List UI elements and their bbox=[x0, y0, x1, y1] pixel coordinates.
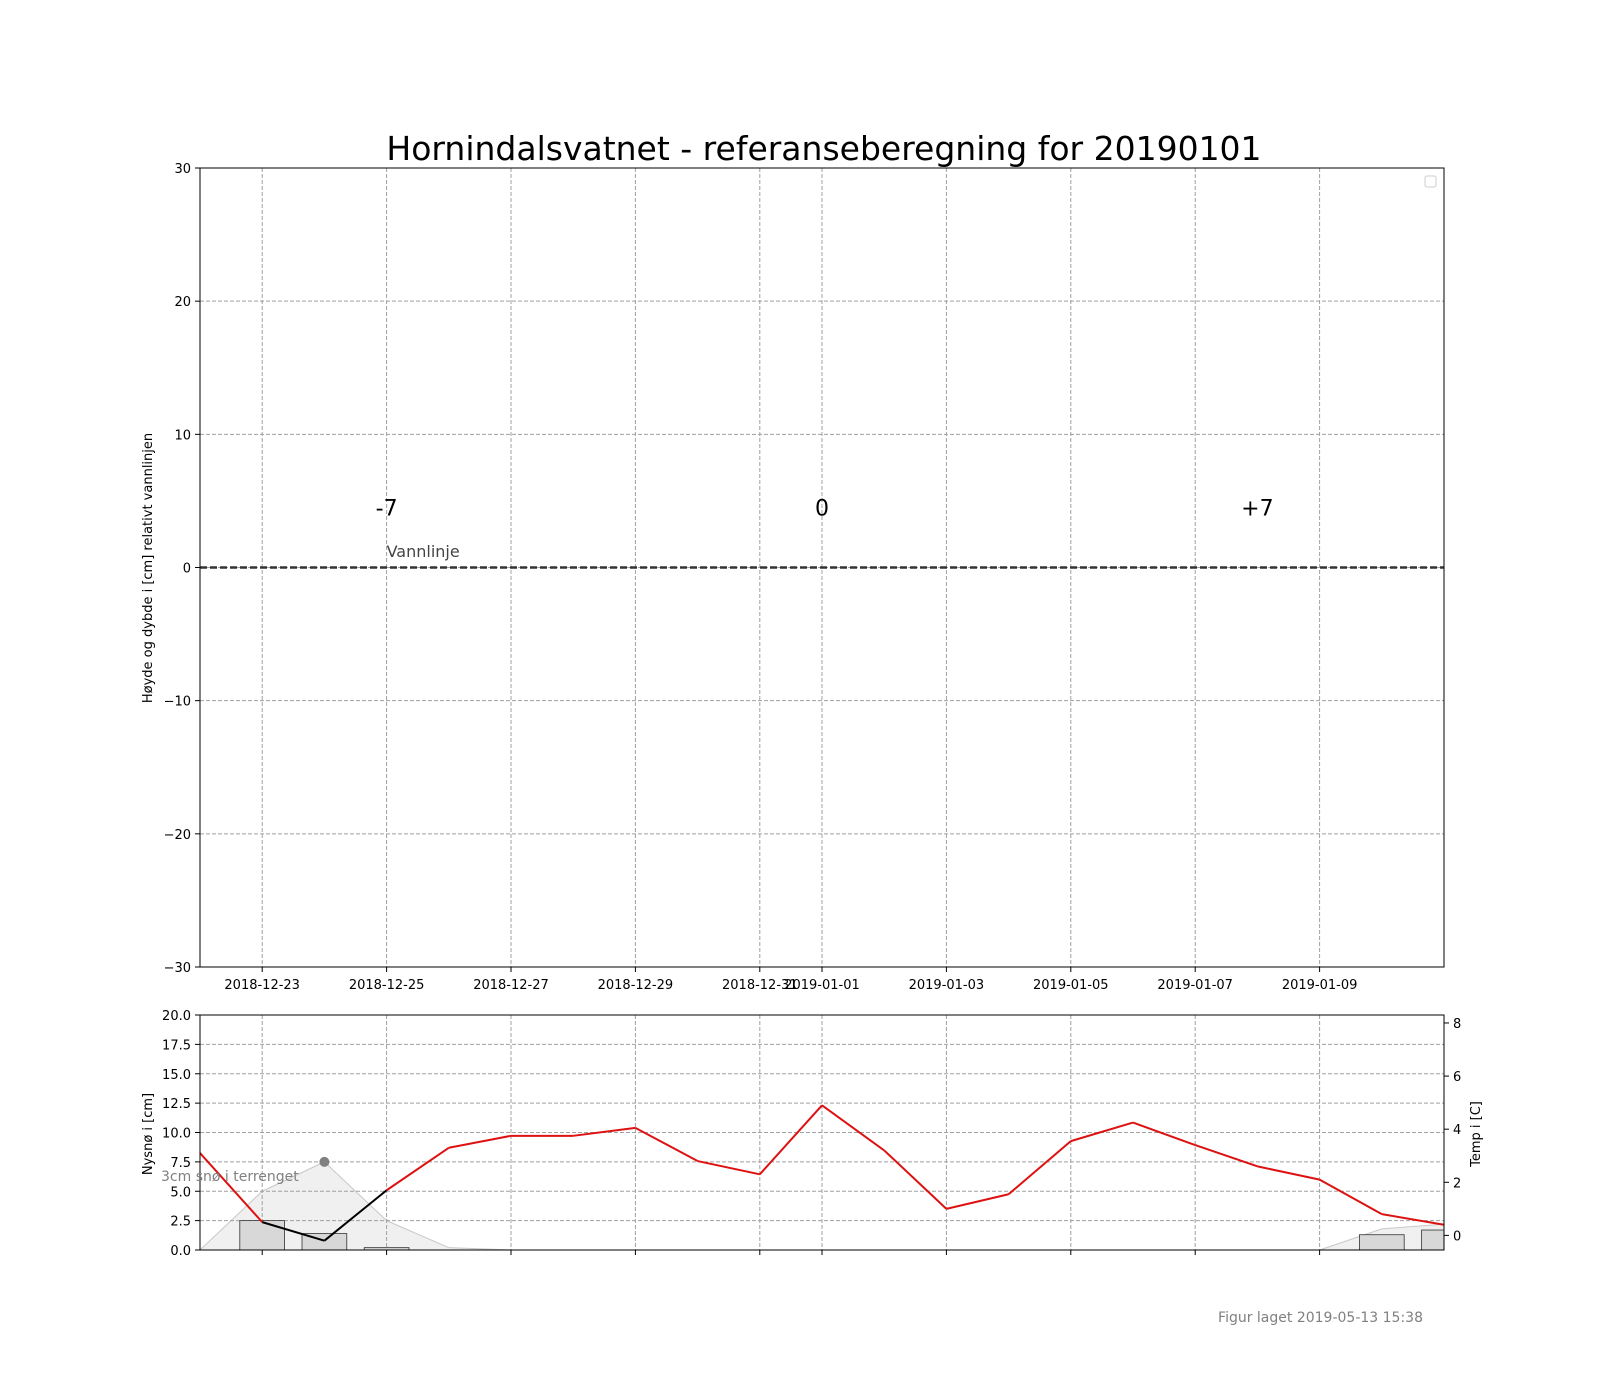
temperature-segment bbox=[1007, 1140, 1072, 1195]
temperature-segment bbox=[821, 1104, 885, 1152]
temperature-segment bbox=[634, 1126, 699, 1162]
temperature-segment bbox=[883, 1149, 948, 1210]
snow-depth-area bbox=[199, 1161, 1445, 1251]
temperature-segment bbox=[323, 1189, 388, 1242]
temperature-segment bbox=[697, 1160, 761, 1176]
snow-bars bbox=[239, 1220, 1445, 1251]
top-x-tick-label: 2019-01-09 bbox=[1282, 978, 1358, 993]
temperature-segment bbox=[573, 1126, 636, 1137]
temperature-line bbox=[199, 1104, 1445, 1242]
snow-depth-edge bbox=[386, 1220, 449, 1249]
bottom-y2-tick-label: 0 bbox=[1453, 1229, 1461, 1244]
top-y-ticks: −30 −20 −10 0 10 20 30 bbox=[164, 162, 200, 976]
top-x-tick-label: 2019-01-01 bbox=[784, 978, 860, 993]
snow-depth-edge bbox=[1319, 1228, 1382, 1251]
bottom-y2-label: Temp i [C] bbox=[1469, 1101, 1484, 1168]
temperature-segment bbox=[1132, 1121, 1196, 1147]
bottom-y-tick-label: 0.0 bbox=[170, 1244, 191, 1259]
footer: Figur laget 2019-05-13 15:38 bbox=[1218, 1310, 1423, 1326]
top-y-label: Høyde og dybde i [cm] relativt vannlinje… bbox=[141, 433, 156, 703]
snow-marker bbox=[319, 1156, 330, 1167]
snow-depth-segment bbox=[386, 1220, 449, 1250]
day-offset-label: +7 bbox=[1241, 497, 1273, 522]
bottom-y2-tick-label: 6 bbox=[1453, 1070, 1461, 1085]
top-x-tick-label: 2018-12-23 bbox=[224, 978, 300, 993]
bottom-y-tick-label: 5.0 bbox=[170, 1185, 191, 1200]
snow-bar bbox=[1359, 1234, 1405, 1251]
bottom-grid bbox=[200, 1014, 1444, 1251]
top-x-tick-label: 2019-01-07 bbox=[1157, 978, 1233, 993]
snow-bar bbox=[1421, 1229, 1445, 1251]
snow-depth-edge bbox=[261, 1161, 325, 1192]
temperature-segment bbox=[1319, 1178, 1383, 1216]
bottom-y2-tick-label: 4 bbox=[1453, 1123, 1461, 1138]
top-y-tick-label: −30 bbox=[164, 961, 191, 976]
temperature-segment bbox=[386, 1146, 450, 1192]
water-line-label: Vannlinje bbox=[387, 542, 460, 561]
temperature-segment bbox=[946, 1193, 1009, 1210]
top-x-tick-label: 2018-12-25 bbox=[349, 978, 425, 993]
top-x-tick-label: 2018-12-27 bbox=[473, 978, 549, 993]
bottom-y-tick-label: 17.5 bbox=[162, 1038, 191, 1053]
day-offset-label: -7 bbox=[376, 497, 398, 522]
top-y-tick-label: 30 bbox=[174, 162, 191, 177]
snow-marker-dot bbox=[319, 1156, 330, 1167]
snow-depth-edge bbox=[1381, 1223, 1445, 1230]
temperature-segment bbox=[1194, 1144, 1258, 1168]
top-y-tick-label: 20 bbox=[174, 295, 191, 310]
top-x-tick-label: 2019-01-03 bbox=[909, 978, 985, 993]
temperature-segment bbox=[1257, 1165, 1320, 1181]
top-x-tick-label: 2019-01-05 bbox=[1033, 978, 1109, 993]
top-x-ticks: 2018-12-23 2018-12-25 2018-12-27 2018-12-29… bbox=[224, 967, 1357, 993]
snow-marker-label: 3cm snø i terrenget bbox=[161, 1169, 299, 1185]
top-y-tick-label: 10 bbox=[174, 428, 191, 443]
bottom-y-tick-label: 2.5 bbox=[170, 1215, 191, 1230]
bottom-y2-tick-label: 8 bbox=[1453, 1017, 1461, 1032]
top-y-tick-label: 0 bbox=[183, 562, 191, 577]
snow-bar bbox=[239, 1220, 285, 1251]
bottom-y-tick-label: 20.0 bbox=[162, 1009, 191, 1024]
bottom-y-ticks: 0.0 2.5 5.0 7.5 10.0 12.5 15.0 17.5 20.0 bbox=[162, 1009, 200, 1259]
temperature-segment bbox=[1070, 1121, 1134, 1143]
legend-box bbox=[1424, 175, 1437, 188]
bottom-y-tick-label: 15.0 bbox=[162, 1068, 191, 1083]
top-y-tick-label: −20 bbox=[164, 828, 191, 843]
temperature-segment bbox=[199, 1152, 263, 1223]
bottom-y-tick-label: 7.5 bbox=[170, 1156, 191, 1171]
temperature-segment bbox=[448, 1134, 512, 1149]
bottom-y-tick-label: 10.0 bbox=[162, 1127, 191, 1142]
temperature-segment bbox=[1381, 1213, 1445, 1226]
temperature-segment bbox=[759, 1104, 823, 1175]
bottom-y-tick-label: 12.5 bbox=[162, 1097, 191, 1112]
bottom-y2-tick-label: 2 bbox=[1453, 1176, 1461, 1191]
bottom-y2-ticks: 0 2 4 6 8 bbox=[1444, 1017, 1461, 1244]
top-x-tick-label: 2018-12-29 bbox=[598, 978, 674, 993]
day-offset-label: 0 bbox=[815, 497, 829, 522]
top-annotations: -7 0 +7 Vannlinje bbox=[376, 497, 1274, 562]
snow-depth-edge bbox=[324, 1161, 387, 1221]
top-y-tick-label: −10 bbox=[164, 695, 191, 710]
top-x-tick-label: 2018-12-31 bbox=[722, 978, 798, 993]
chart-title: Hornindalsvatnet - referanseberegning fo… bbox=[386, 129, 1261, 168]
temperature-segment bbox=[261, 1221, 325, 1242]
bottom-x-ticks bbox=[261, 1250, 1321, 1255]
bottom-y-label: Nysnø i [cm] bbox=[141, 1093, 156, 1175]
weather-panel: 0.0 2.5 5.0 7.5 10.0 12.5 15.0 17.5 20.0 0 2 4 6 8 N… bbox=[141, 1009, 1484, 1259]
